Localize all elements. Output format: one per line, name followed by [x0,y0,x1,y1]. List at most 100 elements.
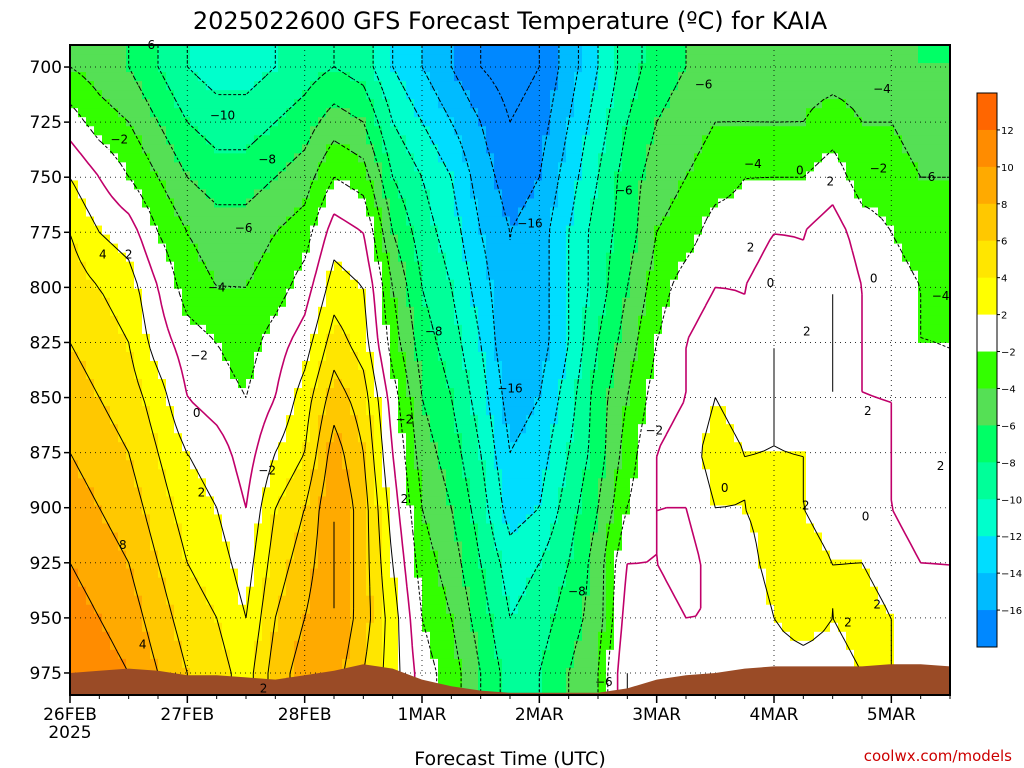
field-cell [390,252,399,263]
field-cell [190,523,199,534]
field-cell [534,658,543,669]
field-cell [550,63,559,73]
field-cell [102,496,111,507]
field-cell [158,406,167,416]
field-cell [246,333,255,344]
field-cell [230,189,239,200]
field-cell [390,117,399,127]
field-cell [494,487,503,497]
field-cell [150,171,159,182]
field-cell [182,135,191,145]
field-cell [294,63,303,73]
field-cell [222,640,231,651]
field-cell [590,207,599,218]
field-cell [110,171,119,182]
field-cell [486,225,495,236]
field-cell [518,685,527,695]
field-cell [94,135,103,145]
field-cell [166,622,175,633]
field-cell [430,270,439,281]
field-cell [110,81,119,91]
field-cell [502,514,511,525]
field-cell [542,63,551,73]
field-cell [574,496,583,507]
field-cell [78,153,87,163]
field-cell [326,225,335,236]
field-cell [494,63,503,73]
field-cell [430,288,439,299]
field-cell [238,45,247,55]
field-cell [590,216,599,227]
field-cell [590,72,599,82]
field-cell [438,162,447,172]
field-cell [366,379,375,389]
field-cell [174,622,183,633]
field-cell [102,252,111,263]
field-cell [518,568,527,579]
field-cell [214,451,223,461]
field-cell [70,144,79,154]
field-cell [70,424,79,434]
field-cell [70,234,79,245]
field-cell [414,586,423,597]
field-cell [238,360,247,371]
field-cell [350,649,359,660]
field-cell [470,324,479,335]
field-cell [342,487,351,497]
field-cell [262,649,271,660]
field-cell [286,243,295,254]
field-cell [86,63,95,73]
field-cell [446,90,455,100]
field-cell [78,532,87,543]
field-cell [206,505,215,516]
field-cell [134,270,143,281]
field-cell [222,342,231,353]
field-cell [94,261,103,272]
field-cell [486,81,495,91]
field-cell [374,225,383,236]
field-cell [422,225,431,236]
field-cell [462,406,471,416]
field-cell [574,388,583,398]
field-cell [206,324,215,335]
field-cell [558,523,567,534]
field-cell [598,153,607,163]
field-cell [110,487,119,497]
field-cell [134,586,143,597]
field-cell [102,370,111,380]
field-cell [174,72,183,82]
field-cell [86,379,95,389]
field-cell [238,460,247,470]
field-cell [486,658,495,669]
field-cell [230,153,239,163]
field-cell [502,81,511,91]
field-cell [294,514,303,525]
field-cell [286,415,295,425]
field-cell [342,559,351,570]
field-cell [446,153,455,163]
field-cell [534,460,543,470]
field-cell [422,99,431,109]
field-cell [222,108,231,118]
field-cell [598,99,607,109]
field-cell [118,189,127,200]
field-cell [278,45,287,55]
field-cell [454,234,463,245]
field-cell [454,388,463,398]
field-cell [574,559,583,570]
field-cell [222,406,231,416]
field-cell [70,81,79,91]
field-cell [454,324,463,335]
field-cell [342,108,351,118]
field-cell [502,252,511,263]
field-cell [494,171,503,182]
field-cell [190,198,199,209]
field-cell [110,568,119,579]
field-cell [350,135,359,145]
field-cell [494,153,503,163]
field-cell [502,685,511,695]
field-cell [390,135,399,145]
field-cell [478,45,487,55]
field-cell [78,370,87,380]
field-cell [198,631,207,642]
